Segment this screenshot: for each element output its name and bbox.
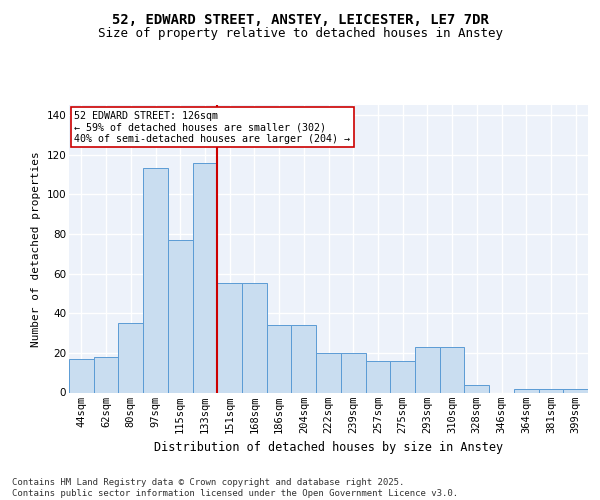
Bar (514, 388, 539, 392)
Bar (143, 168, 168, 392)
Bar (292, 325, 316, 392)
Y-axis label: Number of detached properties: Number of detached properties (31, 151, 41, 346)
Bar (242, 284, 267, 393)
X-axis label: Distribution of detached houses by size in Anstey: Distribution of detached houses by size … (154, 441, 503, 454)
Bar (440, 347, 464, 393)
Bar (267, 325, 292, 392)
Text: Contains HM Land Registry data © Crown copyright and database right 2025.
Contai: Contains HM Land Registry data © Crown c… (12, 478, 458, 498)
Text: 52, EDWARD STREET, ANSTEY, LEICESTER, LE7 7DR: 52, EDWARD STREET, ANSTEY, LEICESTER, LE… (112, 12, 488, 26)
Bar (464, 384, 489, 392)
Bar (563, 388, 588, 392)
Bar (94, 357, 118, 392)
Bar (69, 359, 94, 392)
Bar (168, 240, 193, 392)
Bar (390, 361, 415, 392)
Bar (365, 361, 390, 392)
Bar (193, 162, 217, 392)
Bar (539, 388, 563, 392)
Bar (316, 353, 341, 393)
Bar (118, 323, 143, 392)
Text: 52 EDWARD STREET: 126sqm
← 59% of detached houses are smaller (302)
40% of semi-: 52 EDWARD STREET: 126sqm ← 59% of detach… (74, 111, 350, 144)
Bar (341, 353, 365, 393)
Text: Size of property relative to detached houses in Anstey: Size of property relative to detached ho… (97, 28, 503, 40)
Bar (415, 347, 440, 393)
Bar (217, 284, 242, 393)
